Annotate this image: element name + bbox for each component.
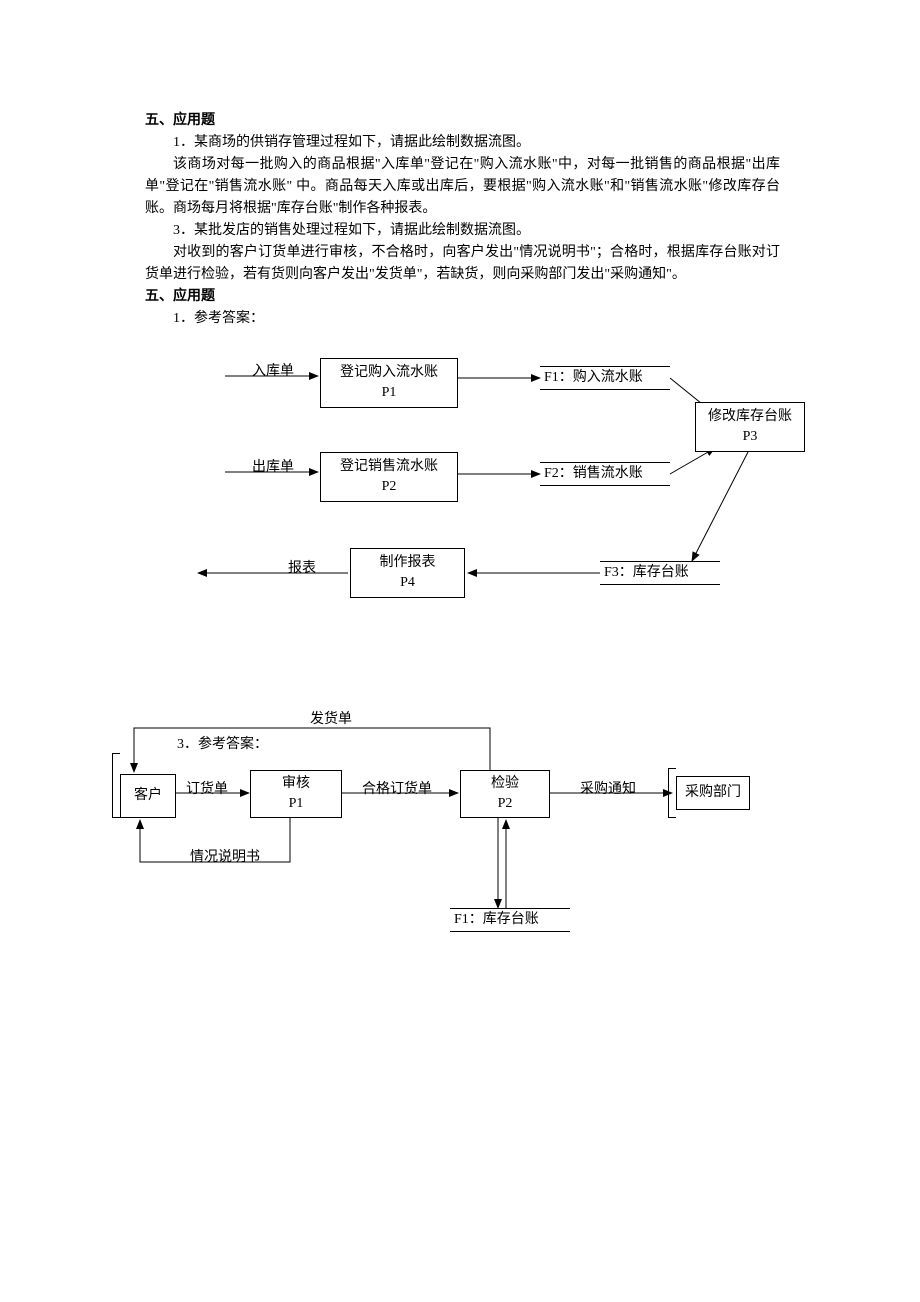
label-notice: 采购通知 [580, 778, 636, 798]
node-p4-label2: P4 [351, 573, 464, 593]
node-p4-label1: 制作报表 [351, 553, 464, 573]
q1-body: 该商场对每一批购入的商品根据"入库单"登记在"购入流水账"中，对每一批销售的商品… [145, 154, 780, 220]
node-p1-label1: 登记购入流水账 [321, 363, 457, 383]
label-qualified: 合格订货单 [362, 778, 432, 798]
q3-body: 对收到的客户订货单进行审核，不合格时，向客户发出"情况说明书"；合格时，根据库存… [145, 242, 780, 286]
a1-label: 1．参考答案： [145, 308, 780, 330]
node-p2b-label2: P2 [461, 794, 549, 814]
store-f1b: F1：库存台账 [450, 908, 570, 932]
node-p2-label2: P2 [321, 477, 457, 497]
customer-label: 客户 [121, 786, 175, 806]
dept-label: 采购部门 [677, 783, 749, 803]
node-p3-label1: 修改库存台账 [696, 407, 804, 427]
q3-intro: 3．某批发店的销售处理过程如下，请据此绘制数据流图。 [145, 220, 780, 242]
q1-intro: 1．某商场的供销存管理过程如下，请据此绘制数据流图。 [145, 132, 780, 154]
node-p4: 制作报表 P4 [350, 548, 465, 598]
node-p1b-label2: P1 [251, 794, 341, 814]
label-in1: 入库单 [252, 360, 294, 380]
node-dept: 采购部门 [676, 776, 750, 810]
node-p2: 登记销售流水账 P2 [320, 452, 458, 502]
node-p2b-label1: 检验 [461, 774, 549, 794]
node-p2b: 检验 P2 [460, 770, 550, 818]
store-f2: F2：销售流水账 [540, 462, 670, 486]
node-p2-label1: 登记销售流水账 [321, 457, 457, 477]
store-f3: F3：库存台账 [600, 561, 720, 585]
node-customer: 客户 [120, 774, 176, 818]
diagram-2: 发货单 3．参考答案： 客户 审核 P1 检验 P2 [0, 690, 820, 970]
diagram-1: 入库单 出库单 报表 登记购入流水账 P1 登记销售流水账 P2 修改库存台账 … [0, 340, 820, 620]
label-out: 报表 [288, 557, 316, 577]
node-p3: 修改库存台账 P3 [695, 402, 805, 452]
node-p3-label2: P3 [696, 427, 804, 447]
store-f1: F1：购入流水账 [540, 366, 670, 390]
label-order: 订货单 [186, 778, 228, 798]
section-heading: 五、应用题 [145, 110, 780, 132]
label-explain: 情况说明书 [190, 846, 260, 866]
node-p1: 登记购入流水账 P1 [320, 358, 458, 408]
answer-heading: 五、应用题 [145, 286, 780, 308]
node-p1-label2: P1 [321, 383, 457, 403]
node-p1b: 审核 P1 [250, 770, 342, 818]
node-p1b-label1: 审核 [251, 774, 341, 794]
label-in2: 出库单 [252, 456, 294, 476]
